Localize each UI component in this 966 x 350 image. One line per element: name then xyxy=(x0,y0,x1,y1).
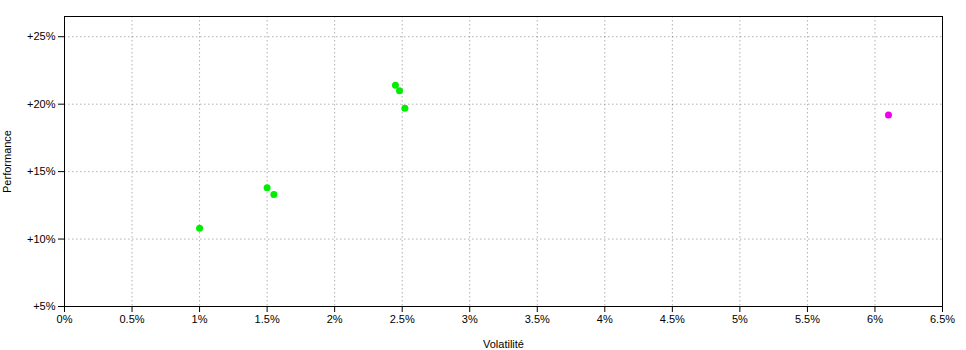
svg-text:Volatilité: Volatilité xyxy=(483,338,524,350)
svg-text:4.5%: 4.5% xyxy=(660,313,685,325)
svg-text:+15%: +15% xyxy=(27,165,56,177)
svg-text:1.5%: 1.5% xyxy=(255,313,280,325)
svg-text:0.5%: 0.5% xyxy=(119,313,144,325)
svg-text:+20%: +20% xyxy=(27,98,56,110)
svg-text:6%: 6% xyxy=(867,313,883,325)
svg-text:2%: 2% xyxy=(327,313,343,325)
svg-text:4%: 4% xyxy=(597,313,613,325)
svg-text:+5%: +5% xyxy=(33,300,56,312)
svg-text:Performance: Performance xyxy=(1,130,13,193)
svg-text:3.5%: 3.5% xyxy=(525,313,550,325)
svg-text:3%: 3% xyxy=(462,313,478,325)
svg-text:6.5%: 6.5% xyxy=(930,313,955,325)
svg-text:0%: 0% xyxy=(57,313,73,325)
svg-text:+25%: +25% xyxy=(27,30,56,42)
svg-text:+10%: +10% xyxy=(27,233,56,245)
svg-text:5.5%: 5.5% xyxy=(795,313,820,325)
svg-text:2.5%: 2.5% xyxy=(390,313,415,325)
svg-text:1%: 1% xyxy=(192,313,208,325)
svg-text:5%: 5% xyxy=(732,313,748,325)
